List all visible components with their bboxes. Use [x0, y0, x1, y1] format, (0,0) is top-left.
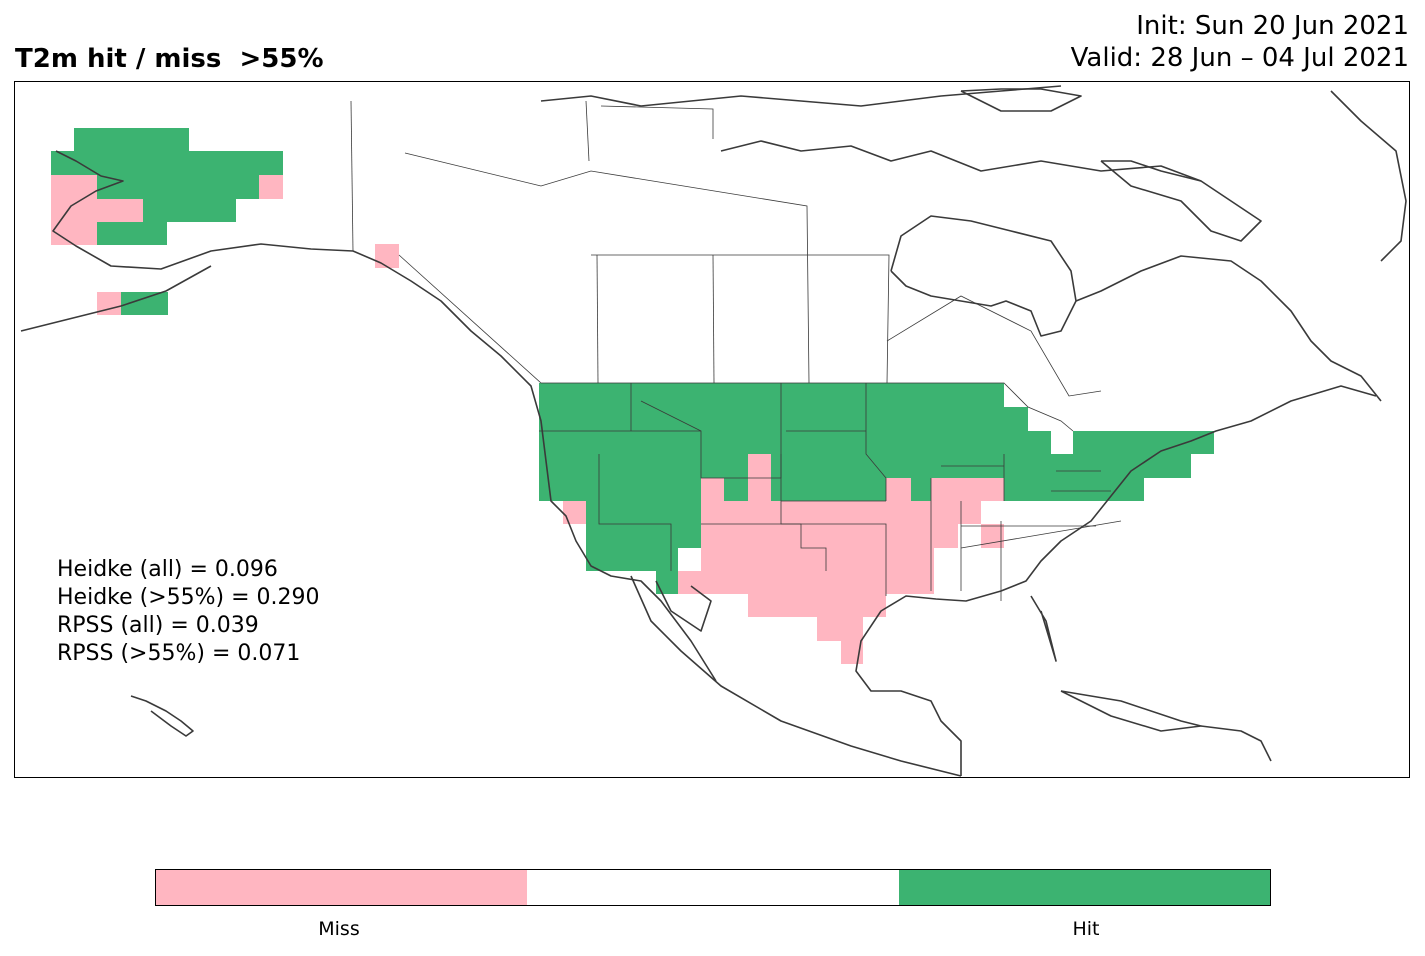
map-line	[1030, 595, 1057, 662]
miss-cell	[51, 222, 97, 245]
valid-date: Valid: 28 Jun – 04 Jul 2021	[1070, 43, 1409, 73]
map-line	[404, 152, 810, 384]
hit-cell	[586, 548, 678, 571]
map-line	[540, 85, 1062, 107]
miss-cell	[563, 501, 586, 524]
skill-scores: Heidke (all) = 0.096 Heidke (>55%) = 0.2…	[57, 556, 320, 668]
map-line	[865, 383, 887, 501]
map-line	[596, 254, 599, 384]
hit-cell	[539, 478, 701, 501]
hit-cell	[656, 571, 678, 594]
miss-cell	[259, 175, 283, 199]
miss-cell	[748, 454, 771, 478]
map-line	[350, 100, 354, 252]
map-line	[630, 575, 962, 777]
map-line	[960, 520, 1122, 549]
hit-cell	[539, 383, 1004, 407]
map-line	[780, 383, 827, 571]
heidke-55: Heidke (>55%) = 0.290	[57, 585, 320, 610]
colorbar-hit	[898, 870, 1270, 905]
hit-cell	[51, 151, 283, 175]
init-date: Init: Sun 20 Jun 2021	[1136, 11, 1409, 41]
map-line	[1060, 690, 1202, 732]
hit-cell	[724, 478, 748, 501]
map-line	[712, 254, 715, 384]
hit-cell	[586, 501, 701, 524]
map-title: T2m hit / miss >55%	[15, 44, 324, 74]
hit-cell	[143, 199, 236, 222]
map-line	[130, 695, 194, 737]
colorbar	[155, 869, 1271, 906]
map-line	[591, 254, 890, 384]
grid-cells	[51, 128, 1214, 664]
hit-cell	[539, 407, 1028, 431]
map-line	[1200, 725, 1272, 762]
hit-cell	[97, 222, 167, 245]
hit-cell	[539, 454, 748, 478]
map-line	[1100, 160, 1262, 242]
map-line	[600, 105, 714, 139]
map-line	[585, 100, 590, 162]
miss-cell	[51, 199, 143, 222]
colorbar-label-hit: Hit	[1072, 918, 1100, 940]
map-line	[52, 150, 717, 682]
map-line	[855, 385, 1377, 776]
miss-cell	[97, 292, 121, 315]
map-line	[20, 265, 212, 332]
hit-cell	[97, 175, 259, 199]
map-canvas	[20, 85, 1407, 777]
miss-cell	[701, 548, 934, 571]
hit-cell	[1004, 478, 1144, 501]
miss-cell	[701, 478, 724, 501]
map-line	[1330, 90, 1407, 262]
map-line	[890, 215, 1077, 337]
map-line	[640, 400, 702, 432]
hit-cell	[911, 478, 931, 501]
colorbar-miss	[156, 870, 528, 905]
hit-cell	[586, 524, 701, 548]
hit-cell	[539, 431, 1051, 454]
colorbar-neutral	[527, 870, 899, 905]
map-line	[1075, 255, 1382, 402]
miss-cell	[701, 501, 981, 524]
hit-cell	[74, 128, 189, 151]
map-line	[960, 88, 1082, 112]
hit-cell	[771, 478, 886, 501]
miss-cell	[817, 594, 863, 641]
map-line	[701, 523, 887, 596]
rpss-all: RPSS (all) = 0.039	[57, 613, 259, 638]
colorbar-label-miss: Miss	[318, 918, 360, 940]
rpss-55: RPSS (>55%) = 0.071	[57, 641, 301, 666]
miss-cell	[931, 478, 1004, 501]
miss-cell	[748, 478, 771, 501]
map-line	[886, 295, 1102, 397]
map-line	[398, 254, 1074, 432]
map-panel	[14, 81, 1410, 778]
heidke-all: Heidke (all) = 0.096	[57, 557, 278, 582]
map-line	[598, 454, 672, 571]
hit-cell	[1073, 431, 1214, 454]
coastlines	[20, 85, 1407, 777]
miss-cell	[886, 478, 911, 501]
map-line	[720, 140, 1202, 182]
map-line	[655, 580, 712, 632]
date-block: Init: Sun 20 Jun 2021 Valid: 28 Jun – 04…	[1071, 10, 1409, 74]
miss-cell	[375, 244, 399, 268]
hit-cell	[121, 292, 168, 315]
miss-cell	[701, 524, 958, 548]
state-borders	[350, 100, 1122, 601]
